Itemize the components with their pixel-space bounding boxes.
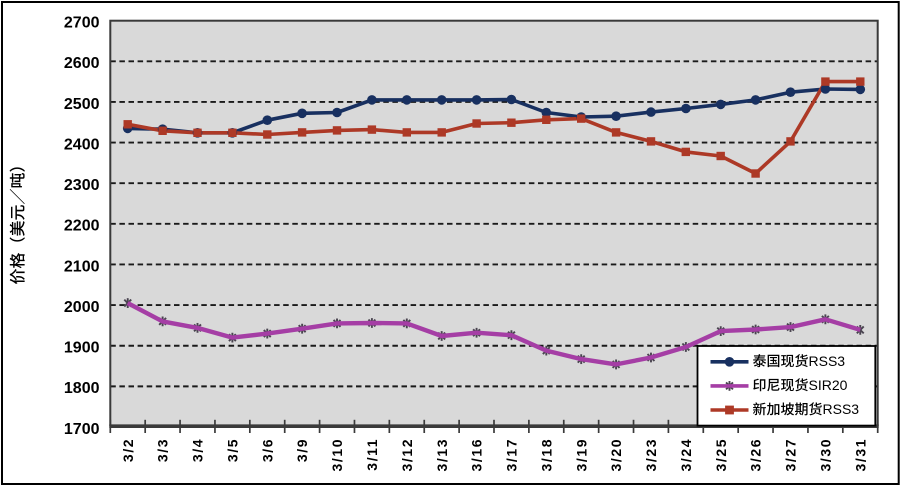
svg-text:2200: 2200: [64, 218, 100, 235]
svg-text:3/12: 3/12: [399, 438, 415, 472]
svg-text:RSS3: RSS3: [809, 353, 846, 369]
svg-text:3/23: 3/23: [643, 438, 659, 472]
svg-text:3/4: 3/4: [190, 438, 206, 462]
svg-text:3/6: 3/6: [259, 438, 275, 462]
svg-text:RSS3: RSS3: [823, 401, 860, 417]
svg-text:2400: 2400: [64, 136, 100, 153]
svg-text:2300: 2300: [64, 177, 100, 194]
svg-text:3/31: 3/31: [852, 438, 868, 472]
svg-text:3/11: 3/11: [364, 438, 380, 471]
svg-text:SIR20: SIR20: [809, 377, 848, 393]
svg-text:2100: 2100: [64, 258, 100, 275]
svg-text:2000: 2000: [64, 299, 100, 316]
svg-text:3/5: 3/5: [225, 438, 241, 462]
svg-text:3/25: 3/25: [713, 438, 729, 472]
svg-text:3/2: 3/2: [120, 438, 136, 462]
svg-text:2600: 2600: [64, 55, 100, 72]
svg-text:3/26: 3/26: [748, 438, 764, 472]
svg-text:1700: 1700: [64, 421, 100, 438]
svg-text:3/18: 3/18: [538, 438, 554, 472]
svg-text:2700: 2700: [64, 15, 100, 32]
svg-text:3/17: 3/17: [504, 438, 520, 472]
svg-text:3/20: 3/20: [608, 438, 624, 472]
svg-text:3/27: 3/27: [783, 438, 799, 472]
svg-text:3/16: 3/16: [469, 438, 485, 472]
svg-text:3/30: 3/30: [818, 438, 834, 472]
svg-text:1800: 1800: [64, 380, 100, 397]
svg-text:1900: 1900: [64, 340, 100, 357]
svg-text:3/13: 3/13: [434, 438, 450, 472]
svg-text:3/19: 3/19: [573, 438, 589, 472]
svg-text:3/9: 3/9: [294, 438, 310, 462]
svg-text:3/3: 3/3: [155, 438, 171, 462]
svg-text:3/24: 3/24: [678, 438, 694, 472]
svg-text:3/10: 3/10: [329, 438, 345, 472]
svg-text:2500: 2500: [64, 96, 100, 113]
